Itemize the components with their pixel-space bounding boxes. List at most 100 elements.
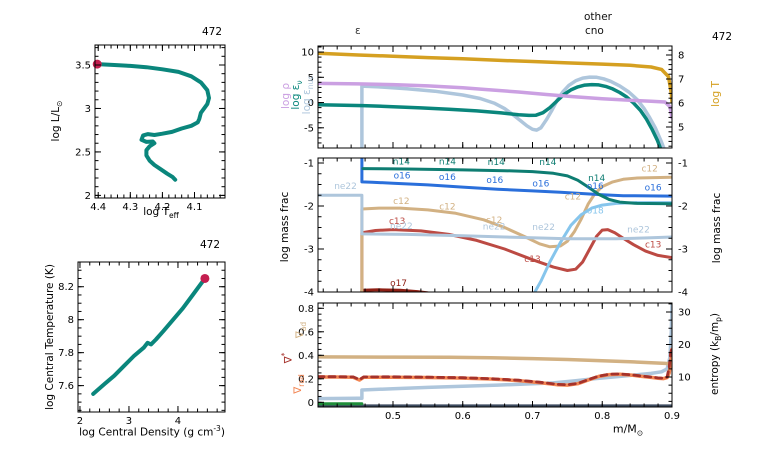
curve-label: o16: [587, 182, 604, 192]
series-log-rho: [318, 81, 672, 120]
curve-label: c13: [645, 241, 661, 251]
x-tick-label: 2: [77, 416, 83, 427]
x-tick-label: 0.6: [455, 411, 471, 422]
log-eps-nuc-axis-label: log εnuc: [300, 75, 316, 115]
x-tick-label: 3: [126, 416, 132, 427]
y-tick-label: 30: [678, 308, 691, 319]
axes-box: [94, 44, 226, 199]
y-tick-label: 2.5: [75, 147, 91, 158]
central-ylabel: log Central Temperature (K): [44, 264, 56, 410]
massfrac-left-label: log mass frac: [279, 191, 291, 263]
grad-ad-axis-label: ∇ad: [293, 321, 309, 339]
series-trho-track: [91, 276, 207, 396]
profile-top-chart: 10 5 0 -5 8 7 6 5: [301, 45, 684, 149]
series-log-t: [318, 51, 672, 104]
y-tick-label: -3: [304, 244, 314, 255]
curve-label: n14: [393, 157, 410, 167]
curve-label: o17: [390, 279, 407, 289]
y-tick-label: 8: [68, 315, 74, 326]
axes-box: [317, 157, 673, 293]
x-tick-label: 4.4: [90, 202, 106, 213]
y-tick-label: -1: [304, 158, 314, 169]
y-tick-label: 10: [301, 48, 314, 59]
y-tick-label: -3: [678, 244, 688, 255]
curve-label: n14: [539, 158, 556, 168]
hr-ylabel: log L/L⊙: [49, 100, 65, 142]
y-tick-label: 0.8: [298, 304, 314, 315]
mass-xlabel: m/M⊙: [612, 422, 644, 438]
other-zone-label: other: [584, 11, 612, 23]
series-c13: [360, 228, 672, 292]
series-grad-ad: [318, 355, 672, 366]
y-tick-label: 7: [678, 75, 684, 86]
hr-xlabel: log Teff: [143, 205, 179, 221]
x-tick-label: 0.9: [664, 411, 680, 422]
log-t-axis-label: log T: [710, 81, 722, 107]
hr-diagram-chart: 4.4 4.3 4.2 4.1 2 2.5 3 3.5: [75, 44, 226, 213]
x-tick-label: 0.7: [525, 411, 541, 422]
curve-label: c12: [393, 197, 409, 207]
x-tick-label: 0.8: [594, 411, 610, 422]
axes-box: [317, 45, 673, 149]
grad-rad-axis-label: ∇rad: [291, 374, 307, 394]
gradients-chart: 0.5 0.6 0.7 0.8 0.9 0 0.2 0.4 0.6 0.8 10 20 30: [298, 302, 691, 422]
hr-frame-number: 472: [201, 26, 222, 38]
curve-label: ne22: [334, 182, 357, 192]
curve-label: n14: [588, 174, 605, 184]
y-tick-label: 7.8: [58, 348, 74, 359]
y-tick-label: 8: [678, 51, 684, 62]
y-tick-label: -1: [678, 158, 688, 169]
central-trho-chart: 2 3 4 7.6 7.8 8 8.2: [58, 261, 226, 427]
series-ne22: [318, 193, 672, 241]
curve-label: c12: [439, 202, 455, 212]
curve-label: ne22: [627, 226, 650, 236]
curve-label: c12: [641, 165, 657, 175]
y-tick-label: 0.2: [298, 374, 314, 385]
y-tick-label: -2: [678, 201, 688, 212]
x-tick-label: 4: [175, 416, 181, 427]
central-xlabel: log Central Density (g cm-3): [79, 423, 225, 439]
grad-star-axis-label: ∇*: [279, 352, 295, 364]
curve-label: ne22: [390, 222, 413, 232]
current-model-marker: [200, 273, 210, 283]
y-tick-label: -4: [304, 288, 314, 299]
y-tick-label: 5: [308, 73, 314, 84]
curve-label: n14: [488, 158, 505, 168]
central-frame-number: 472: [199, 239, 220, 251]
x-tick-label: 4.2: [154, 202, 170, 213]
curve-label: o16: [439, 173, 456, 183]
curve-label: c13: [524, 255, 540, 265]
curve-label: ne22: [483, 223, 506, 233]
current-model-marker: [92, 59, 102, 69]
y-tick-label: 6: [678, 99, 684, 110]
curve-label: c12: [486, 216, 502, 226]
series-hr-track: [95, 62, 211, 182]
y-tick-label: 2: [85, 191, 91, 202]
y-tick-label: 8.2: [58, 282, 74, 293]
x-tick-label: 4.3: [122, 202, 138, 213]
y-tick-label: -2: [304, 201, 314, 212]
curve-label: c13: [389, 217, 405, 227]
y-tick-label: 0.6: [298, 327, 314, 338]
series-log-eps-nu: [318, 82, 663, 148]
y-tick-label: -4: [678, 288, 688, 299]
eps-zone-label: ε: [355, 25, 361, 37]
massfrac-right-label: log mass frac: [711, 192, 723, 264]
y-tick-label: 3: [85, 104, 91, 115]
y-tick-label: 0: [308, 398, 314, 409]
axes-box: [77, 261, 226, 413]
y-tick-label: 5: [678, 123, 684, 134]
x-tick-label: 4.1: [187, 202, 203, 213]
cno-zone-label: cno: [585, 25, 604, 37]
curve-label: o16: [645, 184, 662, 194]
profiles-frame-number: 472: [711, 31, 732, 43]
series-grad-star: [318, 346, 672, 387]
y-tick-label: -5: [304, 123, 314, 134]
y-tick-label: 0: [308, 98, 314, 109]
curve-label: c12: [565, 193, 581, 203]
series-c12: [360, 175, 672, 292]
curve-label: o16: [532, 180, 549, 190]
